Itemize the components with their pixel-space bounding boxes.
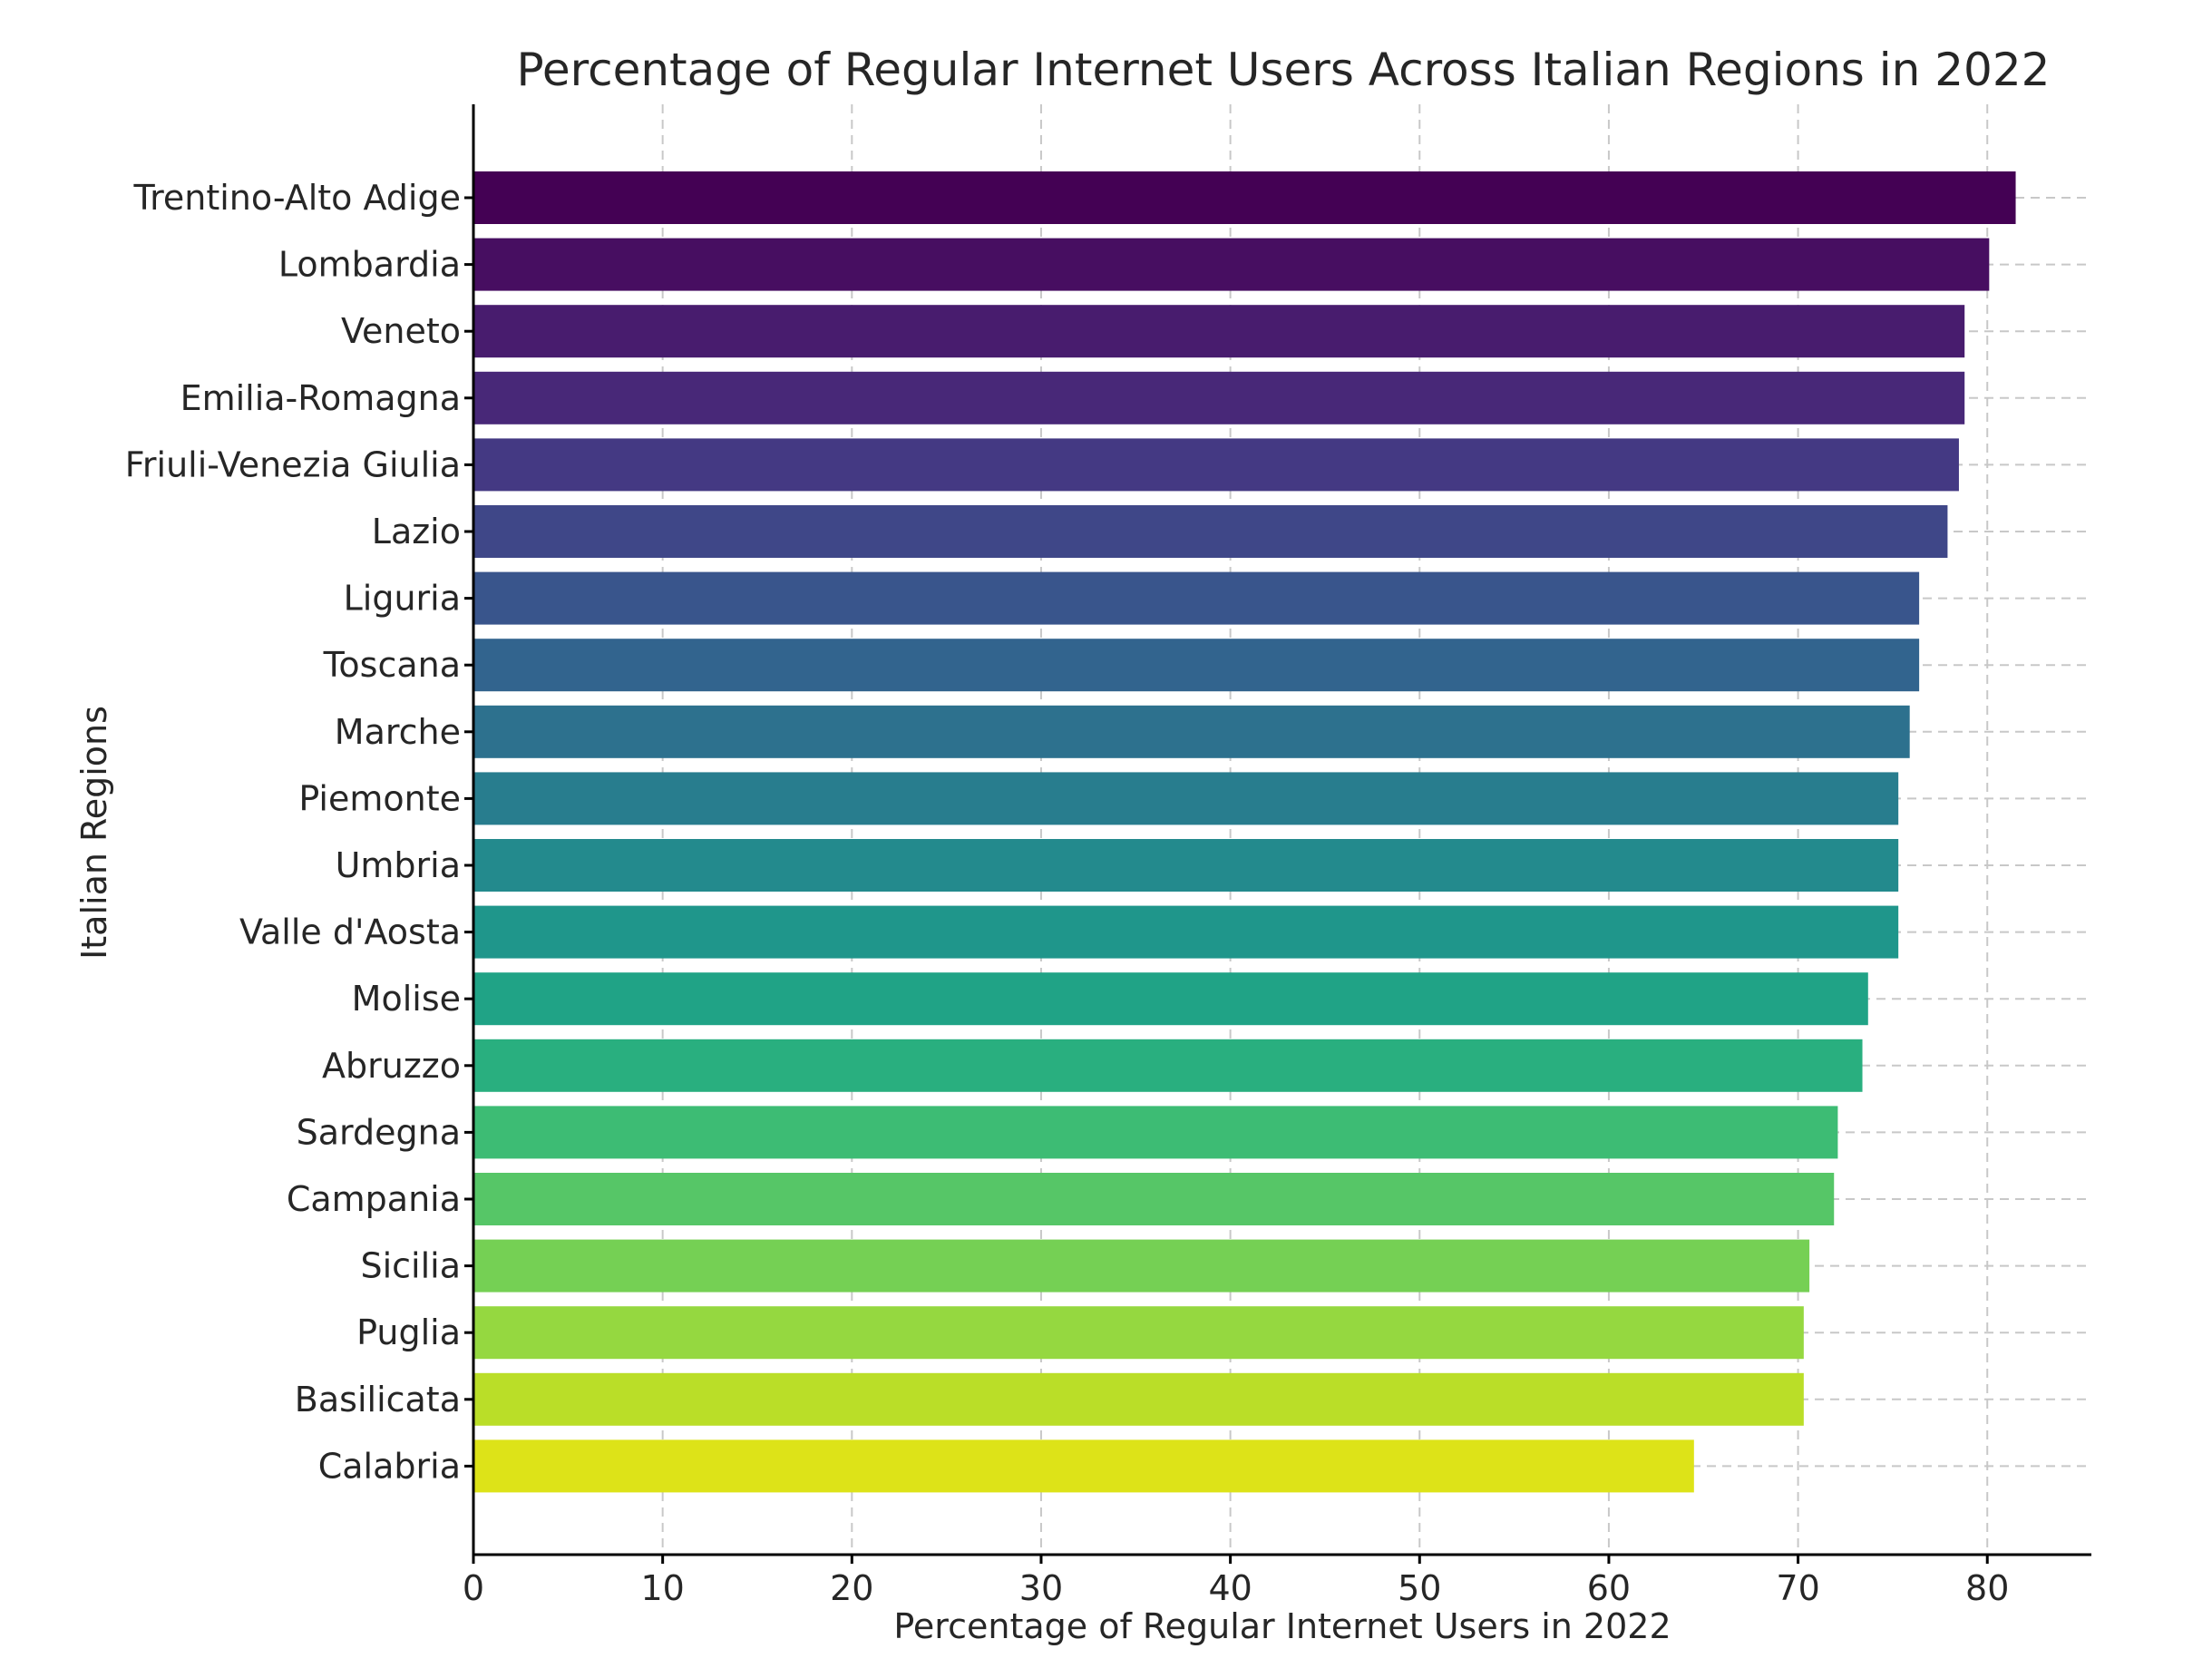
bars <box>473 171 2016 1493</box>
bar-lombardia <box>473 238 1990 291</box>
x-tick-labels: 0 10 20 30 40 50 60 70 80 <box>463 1555 2009 1608</box>
bar-sardegna <box>473 1106 1838 1159</box>
y-axis-label: Italian Regions <box>74 706 114 960</box>
y-tick-label: Toscana <box>323 645 461 685</box>
x-tick-label: 20 <box>830 1568 873 1608</box>
y-tick-label: Lombardia <box>278 245 461 285</box>
y-tick-label: Veneto <box>341 311 461 351</box>
bar-puglia <box>473 1306 1804 1360</box>
y-tick-label: Calabria <box>318 1446 461 1486</box>
x-tick-label: 80 <box>1965 1568 2009 1608</box>
x-tick-label: 10 <box>640 1568 684 1608</box>
y-tick-label: Puglia <box>356 1312 461 1352</box>
bar-friuli-venezia-giulia <box>473 438 1959 492</box>
y-tick-label: Umbria <box>336 845 461 885</box>
y-tick-label: Piemonte <box>298 778 461 818</box>
chart-title: Percentage of Regular Internet Users Acr… <box>517 44 2051 96</box>
x-tick-label: 60 <box>1587 1568 1631 1608</box>
y-tick-label: Basilicata <box>295 1380 461 1419</box>
x-tick-label: 30 <box>1019 1568 1063 1608</box>
y-tick-label: Lazio <box>372 512 461 551</box>
bar-liguria <box>473 571 1920 625</box>
bar-toscana <box>473 639 1920 692</box>
bar-campania <box>473 1173 1835 1225</box>
y-tick-label: Emilia-Romagna <box>180 378 461 418</box>
x-tick-label: 70 <box>1776 1568 1819 1608</box>
bar-lazio <box>473 505 1948 558</box>
y-tick-label: Marche <box>335 712 461 752</box>
x-tick-label: 0 <box>463 1568 484 1608</box>
x-tick-label: 40 <box>1208 1568 1252 1608</box>
y-tick-label: Friuli-Venezia Giulia <box>125 444 461 484</box>
y-tick-labels: Trentino-Alto Adige Lombardia Veneto Emilia… <box>125 178 473 1486</box>
y-tick-label: Trentino-Alto Adige <box>132 178 461 218</box>
bar-basilicata <box>473 1372 1804 1426</box>
bar-veneto <box>473 305 1965 358</box>
bar-marche <box>473 705 1910 758</box>
y-tick-label: Molise <box>352 979 461 1019</box>
x-axis-label: Percentage of Regular Internet Users in … <box>893 1606 1671 1646</box>
y-tick-label: Valle d'Aosta <box>239 912 461 952</box>
y-tick-label: Sardegna <box>297 1112 461 1152</box>
bar-calabria <box>473 1439 1694 1493</box>
bar-valle-d-aosta <box>473 905 1899 959</box>
x-tick-label: 50 <box>1398 1568 1441 1608</box>
bar-abruzzo <box>473 1039 1863 1092</box>
y-tick-label: Abruzzo <box>322 1046 461 1086</box>
y-tick-label: Liguria <box>344 579 461 619</box>
y-tick-label: Campania <box>287 1179 461 1219</box>
y-tick-label: Sicilia <box>360 1246 461 1286</box>
bar-molise <box>473 972 1868 1026</box>
bar-trentino-alto-adige <box>473 171 2016 224</box>
bar-piemonte <box>473 772 1899 825</box>
bar-emilia-romagna <box>473 371 1965 424</box>
bar-sicilia <box>473 1239 1810 1293</box>
bar-umbria <box>473 839 1899 892</box>
